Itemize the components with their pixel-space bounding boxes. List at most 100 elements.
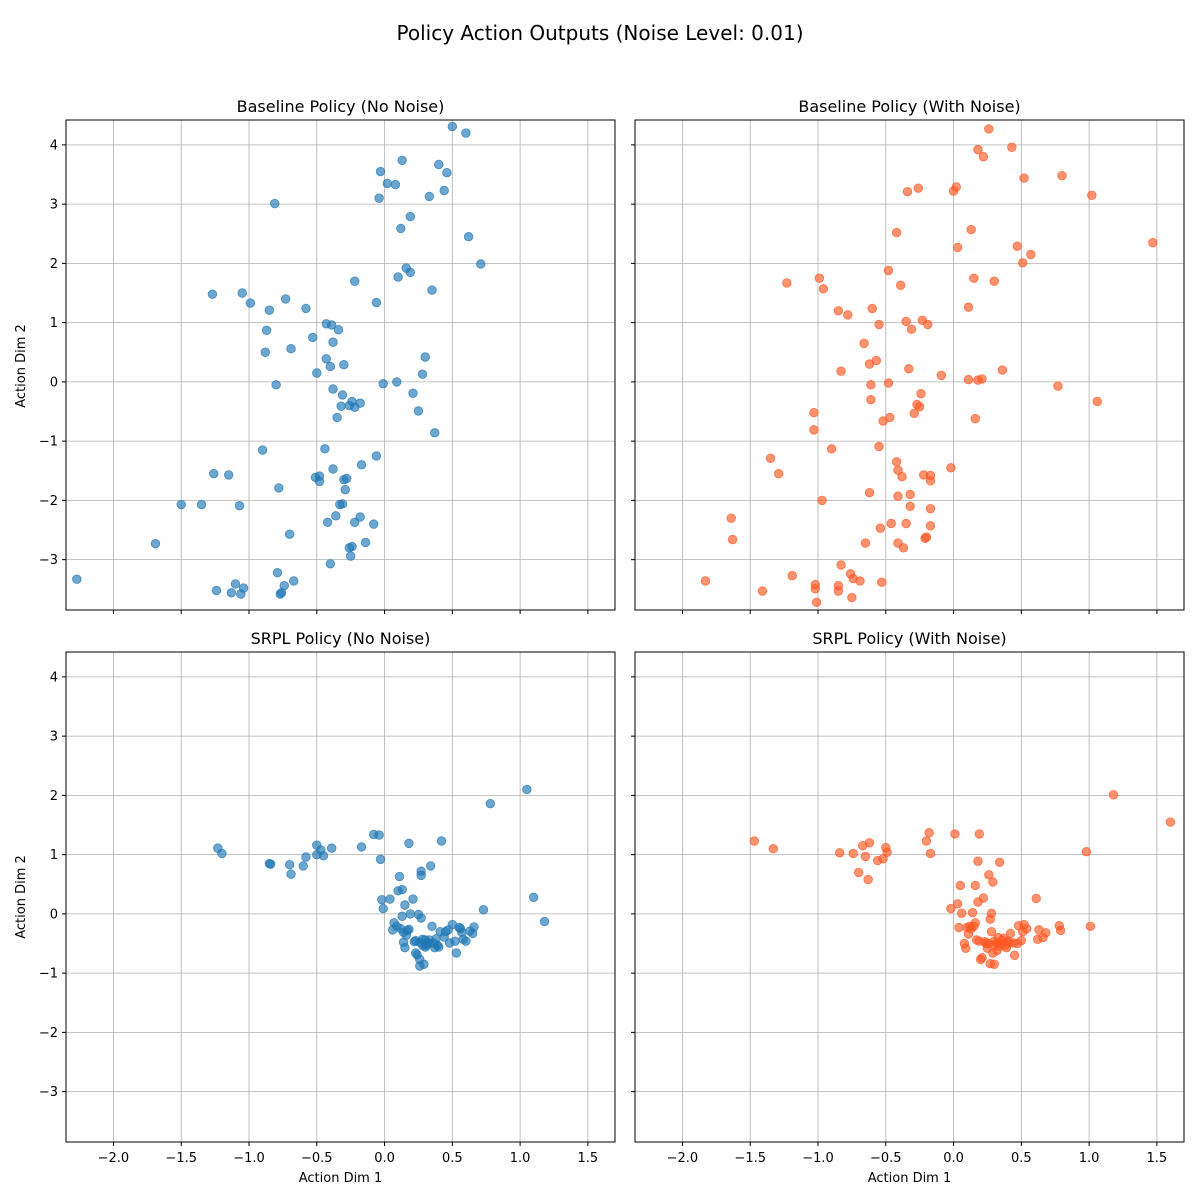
data-point — [1055, 925, 1066, 936]
data-point — [874, 319, 884, 330]
data-point — [207, 289, 218, 299]
data-point — [326, 843, 337, 853]
data-point — [350, 276, 360, 286]
data-point — [238, 583, 249, 593]
data-point — [897, 471, 907, 482]
data-point — [284, 529, 295, 539]
data-point — [898, 543, 909, 553]
data-point — [378, 903, 388, 914]
y-tick-label: −2 — [39, 494, 58, 509]
data-point — [970, 880, 980, 891]
data-point — [325, 559, 336, 569]
data-point — [978, 152, 989, 162]
data-point — [902, 186, 913, 197]
data-point — [336, 401, 346, 411]
data-point — [416, 870, 426, 881]
data-point — [430, 428, 440, 438]
data-point — [954, 922, 964, 933]
data-point — [970, 413, 980, 424]
data-point — [906, 324, 917, 334]
panel-srpl-no-noise: SRPL Policy (No Noise) −2.0 −1.5 −1.0 −0.5 0… — [39, 629, 616, 1166]
data-point — [461, 128, 471, 138]
plot-frame — [634, 651, 1185, 1143]
data-point — [424, 191, 434, 202]
data-point — [925, 476, 936, 486]
data-point — [442, 168, 452, 178]
x-tick-label: −1.5 — [165, 1151, 197, 1166]
data-point — [400, 942, 410, 953]
data-point — [1085, 921, 1096, 932]
data-point — [988, 877, 998, 887]
x-axis-label: Action Dim 1 — [299, 1171, 383, 1186]
data-point — [1009, 950, 1020, 961]
data-point — [997, 365, 1008, 375]
data-point — [921, 836, 932, 846]
data-point — [476, 259, 486, 269]
x-tick-label: −1.0 — [233, 1151, 265, 1166]
data-point — [72, 574, 82, 584]
data-point — [326, 320, 337, 330]
data-point — [963, 374, 974, 385]
data-point — [375, 166, 386, 177]
data-point — [936, 370, 947, 381]
data-point — [371, 451, 382, 461]
data-point — [864, 487, 875, 498]
data-point — [434, 159, 444, 170]
data-point — [811, 597, 822, 608]
data-point — [833, 581, 844, 591]
x-tick-label: 0.5 — [442, 1151, 463, 1166]
data-point — [405, 267, 416, 277]
data-point — [284, 860, 295, 870]
data-point — [405, 211, 416, 222]
data-point — [463, 232, 474, 242]
data-point — [274, 483, 284, 493]
y-tick-label: 1 — [50, 848, 58, 863]
x-tick-label: −0.5 — [870, 1151, 902, 1166]
data-point — [321, 354, 331, 364]
data-point — [301, 852, 311, 862]
data-point — [952, 242, 963, 253]
data-point — [280, 294, 291, 304]
data-point — [848, 848, 858, 859]
data-point — [434, 942, 444, 952]
data-point — [289, 576, 299, 586]
y-tick-label: 4 — [50, 138, 58, 153]
data-point — [727, 534, 738, 545]
data-point — [345, 551, 356, 561]
data-point — [961, 943, 971, 953]
data-point — [860, 538, 871, 548]
data-point — [328, 464, 338, 474]
y-tick-label: 3 — [50, 730, 58, 745]
data-point — [425, 861, 436, 871]
y-axis-label: Action Dim 2 — [14, 324, 29, 408]
plot-frame — [65, 119, 616, 611]
panel-srpl-with-noise: SRPL Policy (With Noise) −2.0 −1.5 −1.0 −0.… — [631, 629, 1185, 1166]
data-point — [986, 908, 997, 918]
data-point — [385, 894, 395, 904]
data-point — [973, 856, 983, 866]
data-point — [925, 521, 936, 531]
data-point — [1165, 817, 1176, 827]
data-point — [836, 366, 846, 376]
data-point — [970, 918, 980, 928]
y-tick-label: −2 — [39, 1026, 58, 1041]
data-point — [419, 959, 429, 969]
data-point — [863, 874, 873, 885]
x-tick-label: −0.5 — [301, 1151, 333, 1166]
data-point — [883, 378, 894, 388]
data-point — [984, 124, 994, 134]
data-point — [977, 953, 987, 963]
data-point — [847, 592, 857, 603]
data-point — [809, 408, 819, 418]
data-point — [1108, 790, 1119, 800]
data-point — [397, 911, 407, 921]
x-tick-label: 1.0 — [510, 1151, 531, 1166]
data-point — [390, 179, 401, 190]
data-point — [237, 288, 247, 298]
data-point — [257, 445, 268, 455]
data-point — [320, 444, 330, 454]
panel-title: SRPL Policy (With Noise) — [812, 629, 1006, 648]
data-point — [196, 499, 207, 510]
data-point — [436, 836, 447, 846]
plot-frame — [65, 651, 616, 1143]
